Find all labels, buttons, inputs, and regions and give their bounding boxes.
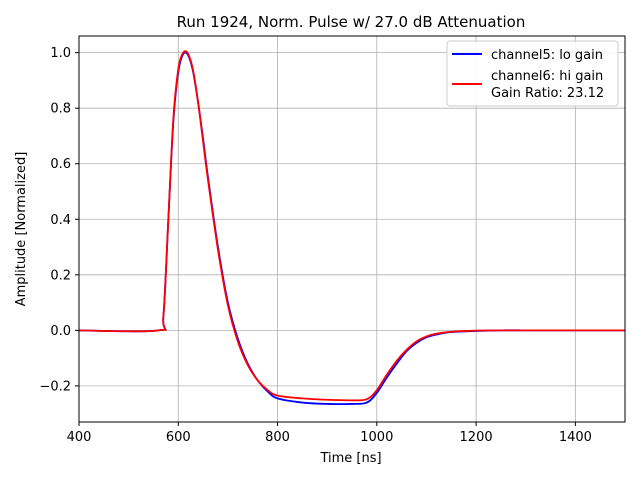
- x-axis-label: Time [ns]: [319, 451, 381, 466]
- plot-frame: [78, 35, 626, 423]
- y-tick-label: 0.0: [50, 324, 71, 339]
- x-tick-label: 400: [67, 430, 92, 445]
- y-tick-label: 1.0: [50, 46, 71, 61]
- y-axis-label: Amplitude [Normalized]: [14, 152, 29, 307]
- y-grid: [79, 52, 625, 387]
- chart-title: Run 1924, Norm. Pulse w/ 27.0 dB Attenua…: [177, 13, 526, 31]
- y-tick-label: −0.2: [39, 379, 71, 394]
- legend-label-channel6: channel6: hi gain: [491, 69, 603, 84]
- legend: channel5: lo gain channel6: hi gain Gain…: [446, 40, 619, 107]
- y-axis-ticks: −0.2 0.0 0.2 0.4 0.6 0.8 1.0: [39, 46, 79, 394]
- x-axis-ticks: 400 600 800 1000 1200 1400: [67, 422, 592, 445]
- y-tick-label: 0.6: [50, 157, 71, 172]
- legend-label-channel5: channel5: lo gain: [491, 48, 603, 63]
- x-tick-label: 600: [166, 430, 191, 445]
- legend-gain-ratio: Gain Ratio: 23.12: [491, 86, 604, 101]
- y-tick-label: 0.4: [50, 213, 71, 228]
- x-tick-label: 1400: [559, 430, 592, 445]
- series-channel6-line: [78, 50, 626, 402]
- x-tick-label: 1200: [460, 430, 493, 445]
- x-tick-label: 1000: [360, 430, 393, 445]
- series-layer: [78, 50, 626, 406]
- legend-box: [446, 40, 619, 107]
- x-tick-label: 800: [265, 430, 290, 445]
- y-tick-label: 0.8: [50, 102, 71, 117]
- y-tick-label: 0.2: [50, 268, 71, 283]
